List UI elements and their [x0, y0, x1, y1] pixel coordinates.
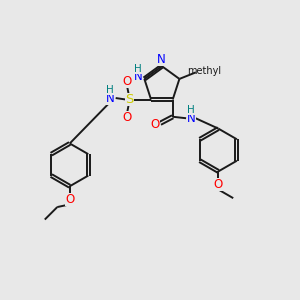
Text: O: O: [214, 178, 223, 191]
Text: H: H: [187, 105, 195, 115]
Text: N: N: [134, 70, 142, 83]
Text: O: O: [123, 75, 132, 88]
Text: H: H: [134, 64, 142, 74]
Text: O: O: [150, 118, 160, 131]
Text: N: N: [187, 112, 196, 125]
Text: O: O: [65, 193, 74, 206]
Text: S: S: [125, 93, 134, 106]
Text: N: N: [106, 92, 114, 104]
Text: H: H: [106, 85, 114, 95]
Text: O: O: [123, 111, 132, 124]
Text: N: N: [157, 53, 166, 66]
Text: methyl: methyl: [187, 66, 221, 76]
